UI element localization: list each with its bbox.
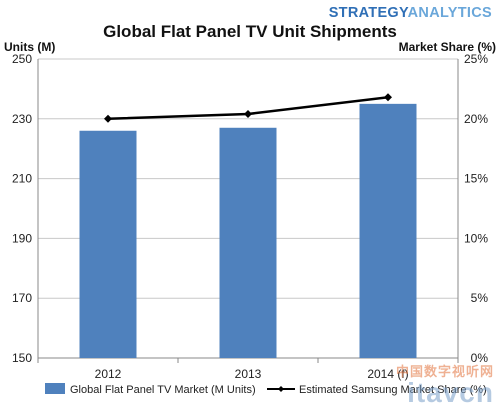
y-tick-label: 250	[12, 52, 32, 66]
y-tick-label: 210	[12, 172, 32, 186]
chart-title: Global Flat Panel TV Unit Shipments	[103, 22, 397, 41]
y2-tick-label: 20%	[464, 112, 488, 126]
brand-logo: STRATEGYANALYTICS	[329, 5, 492, 21]
legend-label: Global Flat Panel TV Market (M Units)	[70, 384, 256, 396]
y2-tick-label: 15%	[464, 172, 488, 186]
brand-part1: STRATEGY	[328, 5, 408, 21]
y-tick-label: 230	[12, 112, 32, 126]
legend-swatch-bars	[45, 383, 65, 394]
y-axis-label-left: Units (M)	[4, 40, 56, 54]
x-tick-label: 2013	[235, 367, 262, 381]
y-tick-label: 190	[12, 231, 32, 245]
x-tick-label: 2012	[95, 367, 122, 381]
y2-tick-label: 0%	[471, 351, 489, 365]
y-axis-label-right: Market Share (%)	[398, 40, 496, 54]
y2-tick-label: 25%	[464, 52, 488, 66]
line-point	[244, 110, 252, 119]
line-point	[384, 93, 392, 102]
bar	[359, 103, 417, 358]
watermark-logo: 中国数字视听网 itavcn	[395, 361, 494, 408]
legend-label: Estimated Samsung Market Share (%)	[299, 384, 487, 396]
y2-tick-label: 10%	[464, 231, 488, 245]
watermark-line1: 中国数字视听网	[395, 364, 494, 379]
bar	[79, 130, 137, 358]
watermark-line2: itavcn	[407, 377, 494, 408]
x-tick-label: 2014 (f)	[367, 367, 408, 381]
y2-tick-label: 5%	[471, 291, 489, 305]
brand-part2: ANALYTICS	[407, 5, 492, 21]
y-tick-label: 170	[12, 291, 32, 305]
bar	[219, 127, 277, 359]
y-tick-label: 150	[12, 351, 32, 365]
legend-swatch-marker	[278, 386, 284, 392]
line-point	[104, 114, 112, 123]
